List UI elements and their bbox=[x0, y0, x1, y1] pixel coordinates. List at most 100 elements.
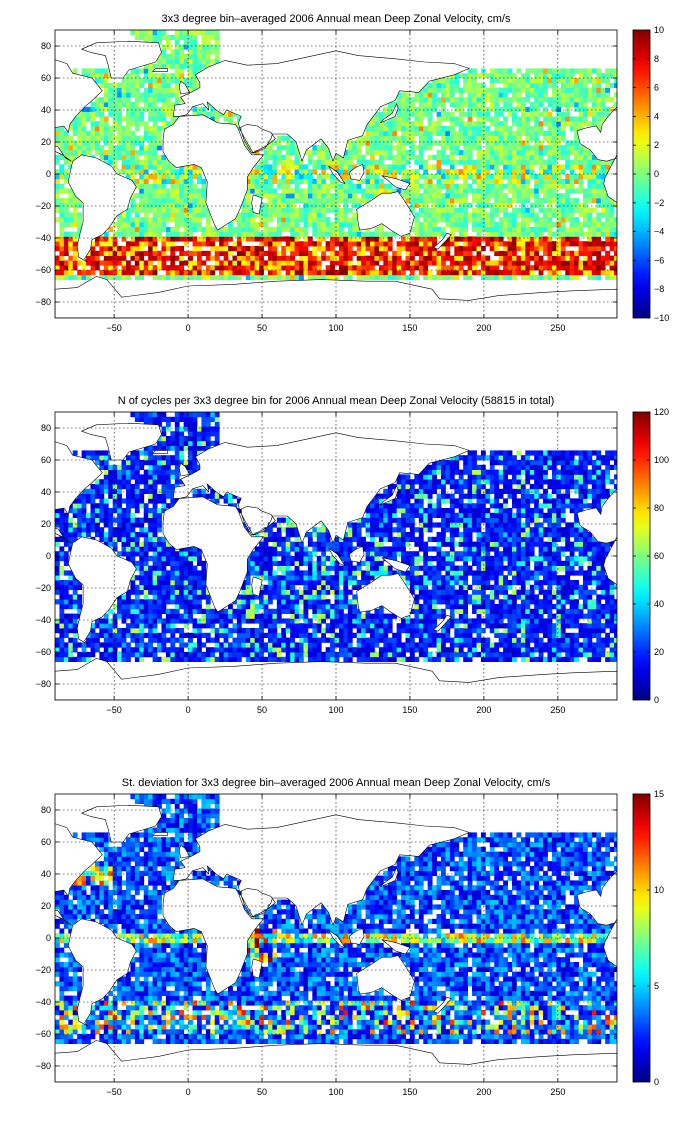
heatmap-cell bbox=[356, 260, 362, 266]
heatmap-cell bbox=[463, 154, 469, 160]
heatmap-cell bbox=[108, 464, 114, 470]
heatmap-cell bbox=[338, 164, 344, 170]
y-tick-label: 0 bbox=[46, 169, 51, 179]
heatmap-cell bbox=[578, 159, 584, 165]
heatmap-cell bbox=[596, 231, 602, 237]
heatmap-cell bbox=[250, 250, 256, 256]
heatmap-cell bbox=[556, 97, 562, 103]
heatmap-cell bbox=[338, 236, 344, 242]
heatmap-cell bbox=[188, 169, 193, 175]
heatmap-cell bbox=[148, 246, 154, 252]
heatmap-cell bbox=[68, 274, 74, 280]
heatmap-cell bbox=[303, 255, 309, 261]
heatmap-cell bbox=[569, 226, 575, 232]
heatmap-cell bbox=[458, 260, 464, 266]
heatmap-cell bbox=[263, 236, 269, 242]
heatmap-cell bbox=[179, 426, 185, 432]
heatmap-cell bbox=[152, 30, 158, 36]
heatmap-cell bbox=[134, 92, 140, 98]
heatmap-cell bbox=[276, 193, 282, 199]
heatmap-cell bbox=[436, 188, 442, 194]
heatmap-cell bbox=[192, 212, 198, 218]
heatmap-cell bbox=[343, 169, 349, 175]
heatmap-cell bbox=[86, 140, 91, 146]
heatmap-cell bbox=[205, 656, 211, 662]
heatmap-cell bbox=[401, 102, 406, 108]
heatmap-cell bbox=[112, 154, 118, 160]
heatmap-cell bbox=[485, 92, 491, 98]
heatmap-cell bbox=[538, 164, 544, 170]
heatmap-cell bbox=[330, 198, 335, 204]
heatmap-cell bbox=[254, 222, 260, 228]
heatmap-cell bbox=[108, 135, 114, 141]
heatmap-cell bbox=[423, 217, 429, 223]
heatmap-cell bbox=[143, 469, 149, 475]
heatmap-cell bbox=[547, 130, 553, 136]
heatmap-cell bbox=[498, 260, 504, 266]
heatmap-cell bbox=[560, 150, 566, 156]
heatmap-cell bbox=[170, 202, 176, 208]
heatmap-cell bbox=[117, 102, 122, 108]
heatmap-cell bbox=[245, 255, 251, 261]
heatmap-cell bbox=[543, 159, 548, 165]
heatmap-cell bbox=[436, 154, 442, 160]
heatmap-cell bbox=[356, 150, 362, 156]
heatmap-cell bbox=[55, 512, 60, 518]
heatmap-cell bbox=[86, 250, 91, 256]
heatmap-cell bbox=[152, 202, 158, 208]
heatmap-cell bbox=[476, 178, 482, 184]
heatmap-cell bbox=[117, 474, 122, 480]
heatmap-cell bbox=[441, 87, 446, 93]
heatmap-cell bbox=[165, 589, 171, 595]
heatmap-cell bbox=[543, 188, 548, 194]
heatmap-cell bbox=[396, 121, 402, 127]
heatmap-cell bbox=[94, 250, 100, 256]
heatmap-cell bbox=[361, 255, 366, 261]
heatmap-cell bbox=[183, 599, 189, 605]
heatmap-cell bbox=[94, 512, 100, 518]
heatmap-cell bbox=[365, 150, 371, 156]
heatmap-cell bbox=[121, 145, 127, 151]
heatmap-cell bbox=[121, 130, 127, 136]
heatmap-cell bbox=[254, 174, 260, 180]
heatmap-cell bbox=[188, 580, 193, 586]
heatmap-cell bbox=[325, 246, 331, 252]
heatmap-cell bbox=[334, 241, 340, 247]
heatmap-cell bbox=[232, 599, 238, 605]
heatmap-cell bbox=[480, 183, 486, 189]
heatmap-cell bbox=[236, 260, 242, 266]
heatmap-cell bbox=[543, 250, 548, 256]
heatmap-cell bbox=[458, 183, 464, 189]
heatmap-cell bbox=[378, 183, 384, 189]
heatmap-cell bbox=[59, 584, 65, 590]
heatmap-cell bbox=[161, 217, 167, 223]
heatmap-cell bbox=[591, 174, 597, 180]
heatmap-cell bbox=[59, 222, 65, 228]
heatmap-cell bbox=[299, 226, 304, 232]
heatmap-cell bbox=[125, 623, 131, 629]
heatmap-cell bbox=[467, 154, 473, 160]
heatmap-cell bbox=[525, 231, 531, 237]
heatmap-cell bbox=[285, 178, 291, 184]
heatmap-cell bbox=[467, 82, 473, 88]
heatmap-cell bbox=[201, 440, 207, 446]
heatmap-cell bbox=[489, 207, 495, 213]
heatmap-cell bbox=[214, 265, 220, 271]
heatmap-cell bbox=[511, 174, 517, 180]
heatmap-cell bbox=[480, 97, 486, 103]
heatmap-cell bbox=[63, 580, 69, 586]
heatmap-cell bbox=[565, 164, 571, 170]
heatmap-cell bbox=[112, 260, 118, 266]
heatmap-cell bbox=[370, 274, 375, 280]
heatmap-cell bbox=[423, 193, 429, 199]
heatmap-cell bbox=[454, 188, 460, 194]
heatmap-cell bbox=[125, 474, 131, 480]
heatmap-cell bbox=[352, 250, 358, 256]
heatmap-cell bbox=[587, 121, 593, 127]
heatmap-cell bbox=[161, 642, 167, 648]
heatmap-cell bbox=[112, 623, 118, 629]
heatmap-cell bbox=[117, 488, 122, 494]
heatmap-cell bbox=[174, 236, 180, 242]
heatmap-cell bbox=[188, 222, 193, 228]
heatmap-cell bbox=[591, 178, 597, 184]
